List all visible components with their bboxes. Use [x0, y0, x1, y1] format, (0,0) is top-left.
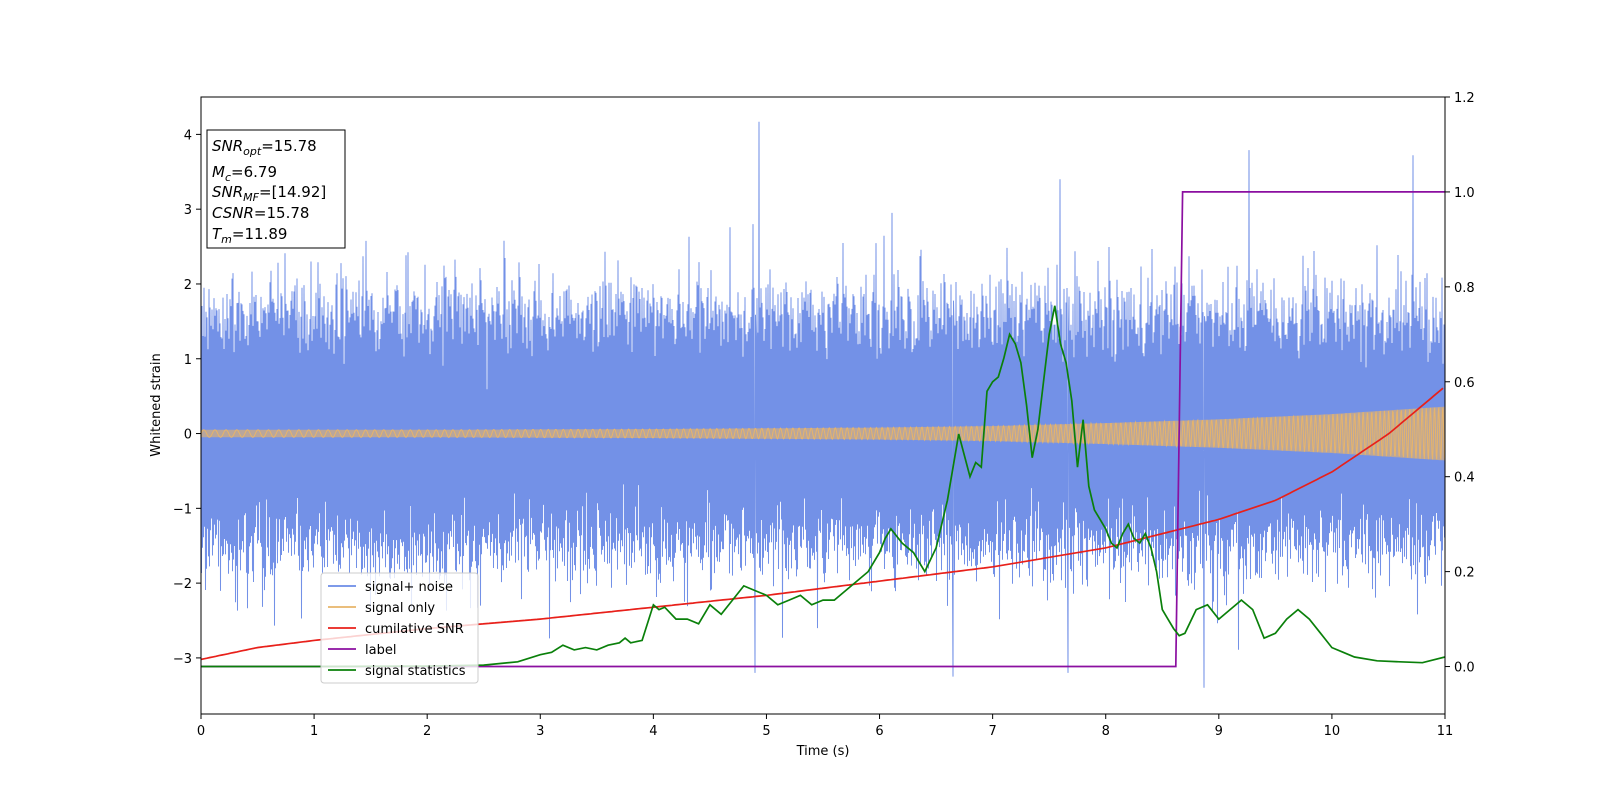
info-sub: MF — [243, 191, 259, 204]
info-value: =15.78 — [254, 204, 310, 222]
y-tick-label: −2 — [173, 577, 192, 592]
x-tick-label: 6 — [875, 724, 883, 739]
x-axis-label: Time (s) — [796, 744, 850, 759]
y-tick-label: 1 — [184, 353, 192, 368]
x-tick-label: 4 — [649, 724, 657, 739]
series-signal-only — [201, 407, 1445, 460]
plot-frame — [200, 96, 1446, 715]
info-sub: m — [221, 233, 232, 246]
y2-tick-label: 1.0 — [1454, 186, 1475, 201]
info-box-line: SNRopt=15.78 — [212, 137, 317, 158]
info-box-line: SNRMF=[14.92] — [212, 183, 326, 204]
legend-label: cumilative SNR — [365, 622, 464, 637]
info-value: =11.89 — [232, 225, 288, 243]
y2-tick-label: 0.2 — [1454, 566, 1475, 581]
y-tick-label: −3 — [173, 652, 192, 667]
series-signal-only-envelope — [201, 406, 1445, 461]
series-signal-statistics — [201, 305, 1445, 668]
info-value: =[14.92] — [259, 183, 326, 201]
legend-label: signal statistics — [365, 664, 466, 679]
x-tick-label: 1 — [310, 724, 318, 739]
x-tick-label: 9 — [1215, 724, 1223, 739]
info-base: T — [212, 225, 223, 243]
x-tick-label: 8 — [1102, 724, 1110, 739]
info-base: SNR — [212, 137, 243, 155]
y2-tick-label: 0.4 — [1454, 471, 1475, 486]
y-tick-label: 0 — [184, 428, 192, 443]
info-base: SNR — [212, 183, 243, 201]
y-tick-label: 3 — [184, 203, 192, 218]
info-base: M — [212, 163, 225, 181]
legend: signal+ noise signal only cumilative SNR la… — [320, 572, 479, 684]
series-label — [201, 191, 1445, 668]
y-tick-label: 2 — [184, 278, 192, 293]
info-value: =15.78 — [261, 137, 317, 155]
x-tick-label: 11 — [1437, 724, 1454, 739]
info-box-line: CSNR=15.78 — [212, 204, 309, 222]
legend-label: signal+ noise — [365, 580, 453, 595]
legend-label: label — [365, 643, 396, 658]
info-base: CSNR — [212, 204, 254, 222]
series-signal-noise — [201, 121, 1445, 688]
info-box-line: Tm=11.89 — [212, 225, 287, 246]
legend-frame — [320, 572, 479, 684]
y-axis-left: −3 −2 −1 0 1 2 3 4 — [173, 128, 201, 667]
x-tick-label: 3 — [536, 724, 544, 739]
info-box-line: Mc=6.79 — [212, 163, 277, 184]
x-tick-label: 10 — [1324, 724, 1341, 739]
y-tick-label: 4 — [184, 128, 192, 143]
y-axis-label: Whitened strain — [149, 353, 164, 456]
x-tick-label: 2 — [423, 724, 431, 739]
info-box: SNRopt=15.78Mc=6.79SNRMF=[14.92]CSNR=15.… — [206, 129, 346, 249]
y-axis-right: 0.0 0.2 0.4 0.6 0.8 1.0 1.2 — [1445, 91, 1475, 676]
legend-label: signal only — [365, 601, 435, 616]
info-sub: opt — [243, 145, 262, 158]
x-tick-label: 7 — [988, 724, 996, 739]
x-axis: 0 1 2 3 4 5 6 7 8 9 10 11 — [197, 714, 1453, 739]
y2-tick-label: 0.6 — [1454, 376, 1475, 391]
y2-tick-label: 1.2 — [1454, 91, 1475, 106]
x-tick-label: 5 — [762, 724, 770, 739]
info-sub: c — [225, 171, 231, 184]
y2-tick-label: 0.0 — [1454, 661, 1475, 676]
info-box-frame — [206, 129, 346, 249]
info-value: =6.79 — [231, 163, 277, 181]
y-tick-label: −1 — [173, 502, 192, 517]
x-tick-label: 0 — [197, 724, 205, 739]
y2-tick-label: 0.8 — [1454, 281, 1475, 296]
